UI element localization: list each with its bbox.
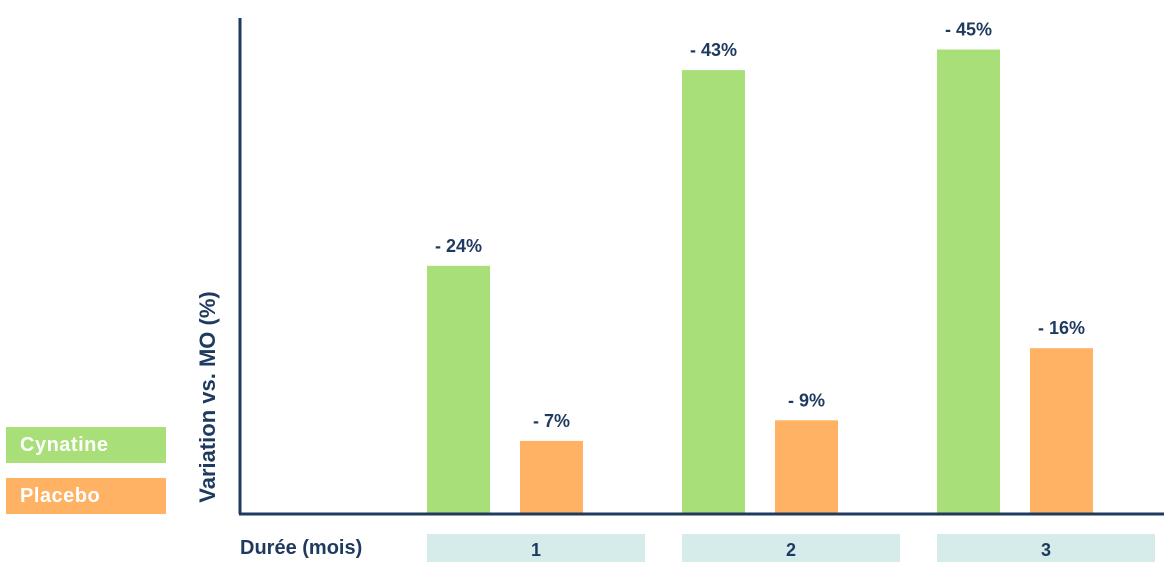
data-label-placebo-3: - 16% xyxy=(1038,318,1085,338)
category-box-2 xyxy=(682,534,900,562)
data-label-cynatine-3: - 45% xyxy=(945,20,992,40)
bar-cynatine-2 xyxy=(682,70,745,513)
x-tick-label-3: 3 xyxy=(1041,540,1051,560)
data-label-cynatine-1: - 24% xyxy=(435,236,482,256)
bar-cynatine-1 xyxy=(427,265,490,513)
x-tick-label-2: 2 xyxy=(786,540,796,560)
legend-placebo-label: Placebo xyxy=(20,484,101,507)
legend-cynatine-label: Cynatine xyxy=(20,433,109,456)
data-label-cynatine-2: - 43% xyxy=(690,40,737,60)
bar-placebo-2 xyxy=(775,420,838,513)
x-tick-label-1: 1 xyxy=(531,540,541,560)
category-box-3 xyxy=(937,534,1155,562)
x-axis-label: Durée (mois) xyxy=(240,537,363,559)
legend-cynatine: Cynatine xyxy=(6,427,166,463)
bar-cynatine-3 xyxy=(937,49,1000,513)
category-box-1 xyxy=(427,534,645,562)
data-label-placebo-2: - 9% xyxy=(788,390,825,410)
bar-placebo-1 xyxy=(520,440,583,513)
data-label-placebo-1: - 7% xyxy=(533,411,570,431)
legend-placebo: Placebo xyxy=(6,478,166,514)
bar-placebo-3 xyxy=(1030,348,1093,513)
